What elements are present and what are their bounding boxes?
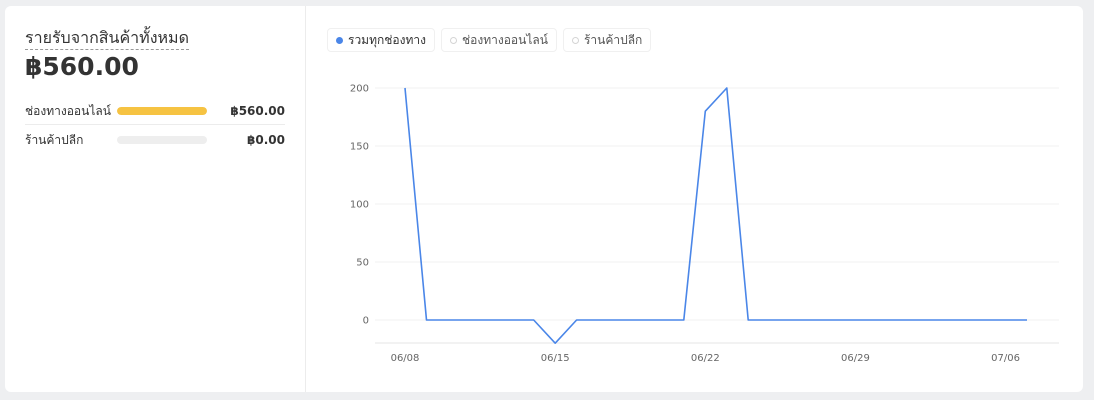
x-tick-label: 06/15 [541, 353, 570, 364]
chart-legend: รวมทุกช่องทาง ช่องทางออนไลน์ ร้านค้าปลีก [327, 28, 652, 52]
income-title[interactable]: รายรับจากสินค้าทั้งหมด [25, 28, 189, 50]
series-line[interactable] [404, 87, 1027, 345]
x-tick-label: 07/06 [991, 353, 1020, 364]
channel-progress-bar [117, 136, 207, 144]
y-tick-label: 0 [363, 316, 369, 327]
legend-item-online[interactable]: ช่องทางออนไลน์ [441, 28, 557, 52]
x-tick-label: 06/08 [391, 353, 420, 364]
legend-dot-icon [336, 36, 343, 44]
channel-name: ร้านค้าปลีก [25, 132, 84, 147]
chart-panel: รวมทุกช่องทาง ช่องทางออนไลน์ ร้านค้าปลีก… [307, 6, 1083, 392]
channel-progress-fill [117, 107, 207, 115]
channel-progress-bar [117, 107, 207, 115]
legend-dot-icon [450, 36, 457, 44]
legend-label: ร้านค้าปลีก [583, 32, 643, 47]
revenue-card: รายรับจากสินค้าทั้งหมด ฿560.00 ช่องทางออ… [5, 6, 1083, 392]
legend-dot-icon [571, 36, 579, 44]
channel-row-online: ช่องทางออนไลน์ ฿560.00 [25, 98, 285, 125]
legend-item-all-channels[interactable]: รวมทุกช่องทาง [327, 28, 435, 52]
legend-label: รวมทุกช่องทาง [348, 32, 426, 47]
channel-row-retail: ร้านค้าปลีก ฿0.00 [25, 127, 285, 153]
y-tick-label: 50 [356, 258, 369, 269]
y-tick-label: 100 [350, 200, 369, 211]
channel-name: ช่องทางออนไลน์ [25, 103, 111, 118]
revenue-line-chart: 0 50 100 150 200 06/08 06/15 06/22 06/29 07/06 [350, 84, 1059, 364]
x-tick-label: 06/29 [841, 353, 870, 364]
revenue-summary-panel: รายรับจากสินค้าทั้งหมด ฿560.00 ช่องทางออ… [5, 6, 306, 392]
y-tick-label: 200 [350, 84, 369, 95]
x-tick-label: 06/22 [691, 353, 720, 364]
legend-item-retail[interactable]: ร้านค้าปลีก [562, 28, 652, 52]
income-total: ฿560.00 [25, 52, 139, 81]
channel-value: ฿560.00 [230, 104, 285, 118]
y-tick-label: 150 [350, 142, 369, 153]
channel-value: ฿0.00 [247, 133, 285, 147]
legend-label: ช่องทางออนไลน์ [462, 32, 548, 47]
